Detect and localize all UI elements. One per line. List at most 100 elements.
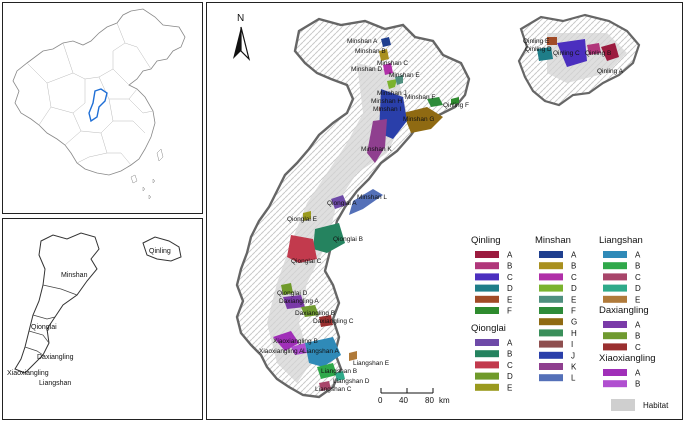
habitat-units — [273, 37, 619, 391]
unit-minshan-a — [381, 37, 391, 47]
legend-item-label: E — [571, 295, 576, 304]
unit-minshan-e — [395, 75, 403, 85]
legend-swatch — [539, 329, 563, 337]
unit-qinling-a — [601, 43, 619, 61]
legend-item-label: I — [571, 340, 573, 349]
legend-swatch — [603, 295, 627, 303]
legend-swatch — [475, 295, 499, 303]
unit-minshan-k — [367, 119, 387, 163]
legend-item-label: D — [507, 284, 513, 293]
unit-xiaoxiangling-a — [273, 331, 299, 351]
legend-swatch — [475, 262, 499, 270]
region-overview-map: Minshan Qinling Qionglai Daxiangling Xia… — [7, 232, 182, 387]
main-map-panel: Minshan A Minshan B Minshan C Minshan D … — [206, 2, 683, 420]
legend-item-label: E — [507, 383, 512, 392]
scale-bar: 0 40 80 km — [378, 388, 450, 405]
map-label: Liangshan C — [315, 386, 352, 393]
map-label: Daxiangling C — [313, 318, 354, 325]
map-label: Daxiangling B — [295, 310, 335, 317]
legend-swatch — [539, 295, 563, 303]
legend-swatch — [539, 318, 563, 326]
legend-group-title: Xiaoxiangling — [599, 353, 656, 364]
map-label: Qionglai B — [333, 236, 363, 243]
legend-habitat-label: Habitat — [643, 401, 669, 410]
legend-habitat-swatch — [611, 399, 635, 411]
legend-item-label: L — [571, 374, 576, 383]
unit-xiaoxiangling-b — [291, 343, 307, 355]
legend-item-label: B — [635, 262, 640, 271]
legend-swatch — [539, 273, 563, 281]
map-label: Qionglai E — [287, 216, 318, 223]
map-label: Qinling B — [585, 50, 611, 57]
legend-item-label: A — [571, 251, 577, 260]
legend-swatch — [539, 307, 563, 314]
north-arrow-right-half — [240, 26, 251, 61]
region-label-xiaoxiangling: Xiaoxiangling — [7, 370, 49, 377]
map-label: Minshan B — [355, 48, 386, 55]
unit-minshan-l — [349, 189, 383, 215]
map-label: Qionglai D — [277, 290, 308, 297]
region-outline-main — [14, 232, 100, 374]
legend-swatch — [603, 343, 627, 351]
legend-swatch — [603, 321, 627, 328]
unit-qinling-b — [587, 43, 601, 55]
map-label: Minshan K — [361, 146, 392, 153]
china-overview-map — [12, 8, 186, 200]
unit-qionglai-e — [303, 211, 311, 221]
unit-qinling-c — [557, 39, 587, 67]
scale-tick-label: 0 — [378, 396, 383, 405]
legend-swatch — [475, 372, 499, 380]
study-area-highlight — [88, 88, 108, 123]
legend-swatch — [603, 284, 627, 292]
map-label: Minshan F — [405, 94, 435, 101]
unit-qionglai-d — [281, 283, 293, 295]
unit-daxiangling-a — [283, 295, 305, 309]
legend-swatch — [475, 361, 499, 369]
main-habitat-map: Minshan A Minshan B Minshan C Minshan D … — [233, 13, 669, 411]
scale-tick-label: 80 — [425, 396, 434, 405]
map-label: Qinling A — [597, 68, 624, 75]
region-outline-qinling — [142, 236, 182, 262]
legend-item-label: D — [507, 372, 513, 381]
scale-tick-label: 40 — [399, 396, 408, 405]
legend-item-label: B — [635, 380, 640, 389]
legend-swatch — [475, 383, 499, 391]
map-label: Minshan H — [371, 98, 402, 105]
legend-swatch — [603, 251, 627, 258]
map-label: Qinling C — [553, 50, 580, 57]
legend-group-title: Minshan — [535, 235, 571, 246]
region-overview-panel: Minshan Qinling Qionglai Daxiangling Xia… — [2, 218, 203, 420]
legend-swatch — [475, 339, 499, 346]
legend-item-label: E — [507, 295, 512, 304]
legend-item-label: D — [635, 284, 641, 293]
map-label: Liangshan E — [353, 360, 390, 367]
north-label: N — [237, 13, 244, 24]
legend-item-label: C — [635, 273, 641, 282]
legend-swatch — [475, 284, 499, 292]
unit-qionglai-a — [331, 195, 347, 209]
legend-item-label: B — [635, 332, 640, 341]
map-label: Minshan A — [347, 38, 378, 45]
legend-swatch — [539, 374, 563, 382]
legend-item-label: C — [507, 273, 513, 282]
legend-item-label: B — [507, 262, 512, 271]
region-label-qionglai: Qionglai — [31, 324, 57, 331]
legend-item-label: A — [635, 321, 641, 330]
legend-swatch — [603, 262, 627, 270]
map-label: Qinling F — [443, 102, 469, 109]
unit-liangshan-b — [317, 363, 337, 379]
unit-qinling-f — [451, 97, 459, 105]
map-label: Liangshan D — [333, 378, 370, 385]
legend-item-label: A — [635, 251, 641, 260]
unit-minshan-g — [403, 107, 443, 133]
legend-item-label: B — [571, 262, 576, 271]
legend-item-label: F — [571, 307, 576, 316]
unit-minshan-d — [387, 79, 397, 89]
unit-daxiangling-b — [301, 305, 319, 317]
legend-item-label: B — [507, 350, 512, 359]
unit-liangshan-a — [305, 337, 341, 367]
map-label: Qinling E — [523, 38, 550, 45]
unit-qionglai-c — [287, 235, 317, 263]
map-unit-labels: Minshan A Minshan B Minshan C Minshan D … — [259, 38, 624, 393]
legend-swatch — [603, 332, 627, 340]
